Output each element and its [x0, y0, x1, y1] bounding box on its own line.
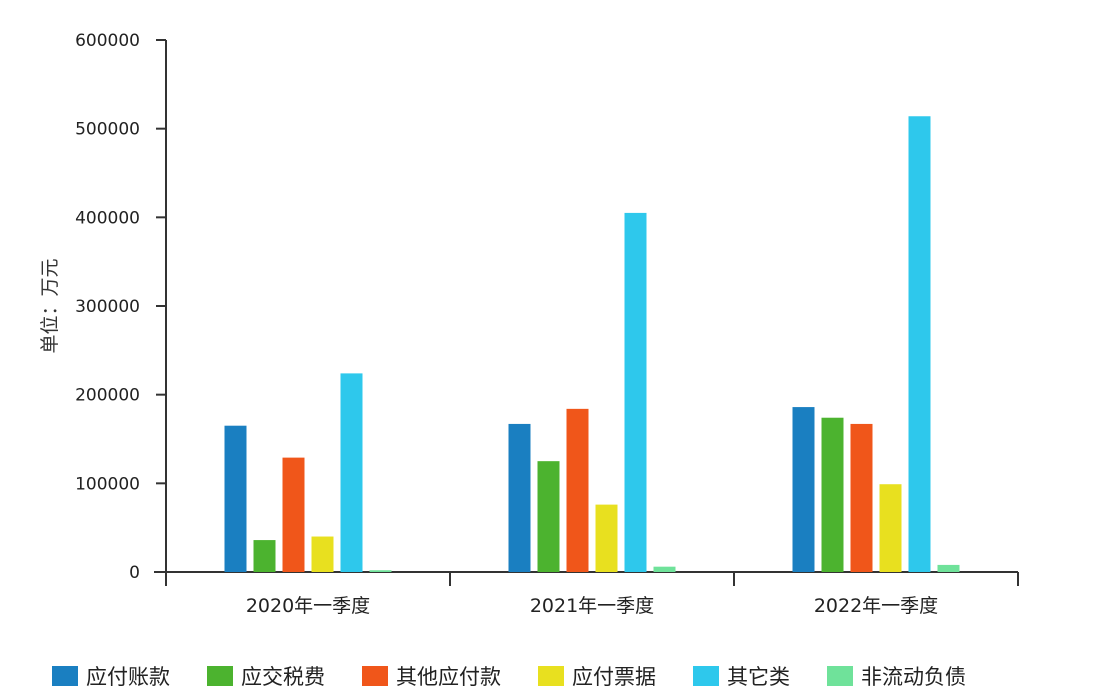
legend-item: 应付票据: [538, 661, 656, 691]
bar: [566, 408, 589, 572]
y-tick-label: 0: [129, 563, 140, 583]
legend-label: 应交税费: [241, 665, 325, 689]
bar: [879, 484, 902, 572]
bar: [937, 564, 960, 572]
bar: [282, 457, 305, 572]
y-tick-label: 600000: [75, 31, 140, 51]
legend-label: 其他应付款: [396, 665, 501, 689]
bar: [850, 423, 873, 572]
legend-item: 非流动负债: [827, 661, 966, 691]
bar-group: [224, 116, 960, 573]
legend-swatch: [693, 666, 719, 686]
legend: 应付账款 应交税费 其他应付款 应付票据 其它类 非流动负债: [52, 660, 1112, 692]
legend-label: 其它类: [727, 665, 790, 689]
bar: [792, 407, 815, 572]
y-tick-label: 300000: [75, 297, 140, 317]
bar: [340, 373, 363, 572]
legend-swatch: [52, 666, 78, 686]
bar: [224, 425, 247, 572]
bar-chart: 单位：万元 0 100000 200000 300000 400000 500000 600…: [39, 31, 1019, 617]
y-tick-label: 400000: [75, 208, 140, 228]
bar: [253, 540, 276, 572]
y-tick-label: 200000: [75, 386, 140, 406]
bar: [653, 566, 676, 572]
y-axis: 0 100000 200000 300000 400000 500000 600000: [75, 31, 167, 583]
legend-item: 其它类: [693, 661, 790, 691]
y-axis-label: 单位：万元: [39, 258, 61, 353]
bar: [595, 504, 618, 572]
bar: [821, 417, 844, 572]
bar: [908, 116, 931, 573]
legend-label: 应付账款: [86, 665, 170, 689]
legend-swatch: [207, 666, 233, 686]
y-tick-label: 100000: [75, 474, 140, 494]
x-category-label: 2021年一季度: [530, 595, 654, 617]
legend-item: 应交税费: [207, 661, 325, 691]
bar: [508, 423, 531, 572]
bar: [311, 536, 334, 572]
x-category-label: 2020年一季度: [246, 595, 370, 617]
bar: [624, 212, 647, 572]
legend-swatch: [362, 666, 388, 686]
x-axis: 2020年一季度 2021年一季度 2022年一季度: [154, 571, 1019, 617]
y-tick-label: 500000: [75, 120, 140, 140]
legend-swatch: [538, 666, 564, 686]
legend-swatch: [827, 666, 853, 686]
x-category-label: 2022年一季度: [814, 595, 938, 617]
legend-label: 非流动负债: [861, 665, 966, 689]
bar: [537, 461, 560, 572]
legend-label: 应付票据: [572, 665, 656, 689]
legend-item: 其他应付款: [362, 661, 501, 691]
legend-item: 应付账款: [52, 661, 170, 691]
bar: [369, 570, 392, 572]
